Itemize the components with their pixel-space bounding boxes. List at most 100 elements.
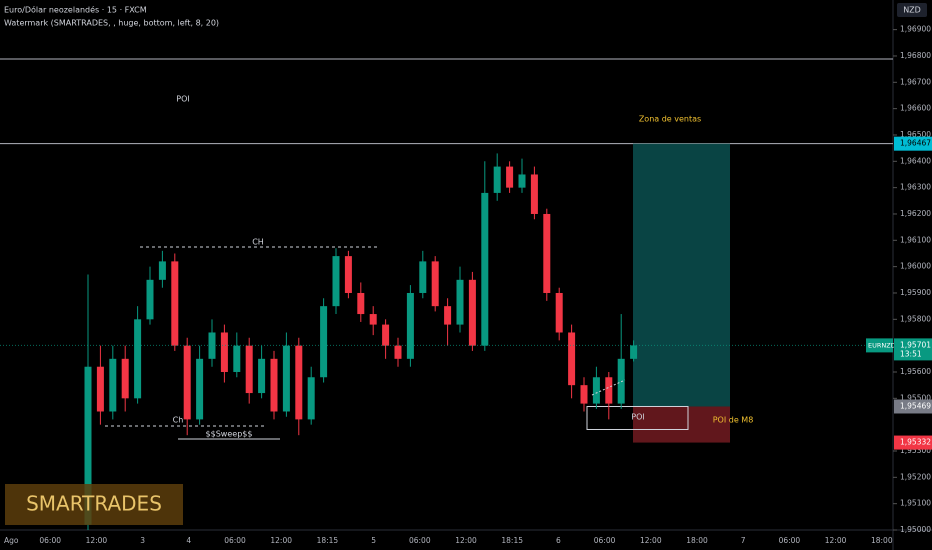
countdown: 13:51 bbox=[900, 349, 922, 358]
x-tick-label: 3 bbox=[140, 536, 145, 545]
x-tick-label: 18:15 bbox=[501, 536, 523, 545]
candle-body bbox=[431, 261, 439, 307]
y-tick-label: 1,96000 bbox=[900, 262, 931, 271]
price-tag-label: 1,96467 bbox=[900, 139, 931, 148]
candle-body bbox=[481, 192, 489, 346]
x-tick-label: 12:00 bbox=[455, 536, 477, 545]
candle-body bbox=[344, 256, 352, 293]
price-tag bbox=[894, 338, 932, 361]
y-tick-label: 1,95200 bbox=[900, 472, 931, 481]
x-tick-label: 06:00 bbox=[594, 536, 616, 545]
price-tag-label: 1,95701 bbox=[900, 340, 931, 349]
price-axis bbox=[893, 0, 932, 550]
x-tick-label: Ago bbox=[4, 536, 19, 545]
candle-body bbox=[220, 332, 228, 372]
y-tick-label: 1,95600 bbox=[900, 367, 931, 376]
x-tick-label: 18:15 bbox=[317, 536, 339, 545]
candle-body bbox=[369, 314, 377, 325]
x-tick-label: 12:00 bbox=[640, 536, 662, 545]
candle-body bbox=[357, 292, 365, 315]
y-tick-label: 1,96500 bbox=[900, 130, 931, 139]
x-tick-label: 7 bbox=[741, 536, 746, 545]
price-tag-label: 1,95469 bbox=[900, 401, 931, 410]
currency-box[interactable] bbox=[897, 3, 927, 17]
candle-body bbox=[456, 279, 464, 325]
x-tick-label: 4 bbox=[186, 536, 191, 545]
candle-body bbox=[146, 279, 154, 320]
candle-body bbox=[506, 166, 514, 188]
symbol-tag bbox=[866, 338, 893, 353]
y-tick-label: 1,96900 bbox=[900, 25, 931, 34]
annotation: CH bbox=[252, 238, 264, 247]
candle-body bbox=[245, 345, 253, 394]
candle-body bbox=[568, 332, 576, 386]
poi-zone bbox=[633, 406, 730, 443]
candle-body bbox=[555, 292, 563, 333]
candle-body bbox=[282, 345, 290, 412]
candle-body bbox=[592, 377, 600, 404]
annotation: Ch bbox=[173, 416, 184, 425]
price-tag bbox=[894, 435, 932, 450]
watermark-box bbox=[5, 484, 183, 525]
sell-zone bbox=[633, 143, 730, 407]
x-tick-label: 06:00 bbox=[39, 536, 61, 545]
candle-body bbox=[543, 213, 551, 293]
x-tick-label: 6 bbox=[556, 536, 561, 545]
price-tag bbox=[894, 399, 932, 414]
candle-body bbox=[84, 366, 92, 525]
symbol-label: EURNZD bbox=[868, 341, 896, 349]
y-tick-label: 1,95500 bbox=[900, 393, 931, 402]
indicator: Watermark (SMARTRADES, , huge, bottom, l… bbox=[4, 19, 219, 28]
x-tick-label: 12:00 bbox=[86, 536, 108, 545]
y-tick-label: 1,95000 bbox=[900, 525, 931, 534]
candle-body bbox=[394, 345, 402, 359]
price-tag-label: 1,95332 bbox=[900, 438, 931, 447]
candle-body bbox=[270, 358, 278, 412]
candle-body bbox=[320, 306, 328, 378]
y-tick-label: 1,95800 bbox=[900, 314, 931, 323]
y-tick-label: 1,96600 bbox=[900, 104, 931, 113]
candle-body bbox=[382, 324, 390, 346]
candle-body bbox=[530, 174, 538, 214]
candle-body bbox=[307, 377, 315, 420]
y-tick-label: 1,96100 bbox=[900, 235, 931, 244]
candle-body bbox=[171, 261, 179, 346]
annotation: POI bbox=[176, 95, 189, 104]
candle-body bbox=[493, 166, 501, 193]
x-tick-label: 5 bbox=[371, 536, 376, 545]
y-tick-label: 1,96800 bbox=[900, 51, 931, 60]
annotation: POI bbox=[631, 413, 644, 422]
x-tick-label: 18:00 bbox=[686, 536, 708, 545]
candle-body bbox=[406, 292, 414, 359]
annotation: $$Sweep$$ bbox=[206, 430, 253, 439]
candle-body bbox=[468, 279, 476, 346]
candle-body bbox=[518, 174, 526, 188]
candle-body bbox=[630, 345, 638, 359]
candle-body bbox=[109, 358, 117, 412]
annotation: POI de M8 bbox=[713, 416, 754, 425]
candle-body bbox=[121, 358, 129, 399]
candle-body bbox=[295, 345, 303, 420]
watermark: SMARTRADES bbox=[26, 492, 162, 516]
x-tick-label: 18:00 bbox=[871, 536, 893, 545]
currency[interactable]: NZD bbox=[903, 6, 921, 15]
poi-box bbox=[586, 405, 689, 430]
y-tick-label: 1,96300 bbox=[900, 183, 931, 192]
y-tick-label: 1,96700 bbox=[900, 77, 931, 86]
x-tick-label: 06:00 bbox=[224, 536, 246, 545]
x-tick-label: 12:00 bbox=[825, 536, 847, 545]
candle-body bbox=[332, 256, 340, 307]
y-tick-label: 1,96200 bbox=[900, 209, 931, 218]
x-tick-label: 12:00 bbox=[270, 536, 292, 545]
x-tick-label: 06:00 bbox=[779, 536, 801, 545]
candle-body bbox=[96, 366, 104, 412]
candle-body bbox=[196, 358, 204, 420]
candle-body bbox=[605, 377, 613, 404]
candle-body bbox=[183, 345, 191, 420]
annotation: Zona de ventas bbox=[639, 115, 701, 124]
candle-body bbox=[233, 345, 241, 372]
candle-body bbox=[444, 306, 452, 325]
x-tick-label: 06:00 bbox=[409, 536, 431, 545]
candle-body bbox=[158, 261, 166, 280]
